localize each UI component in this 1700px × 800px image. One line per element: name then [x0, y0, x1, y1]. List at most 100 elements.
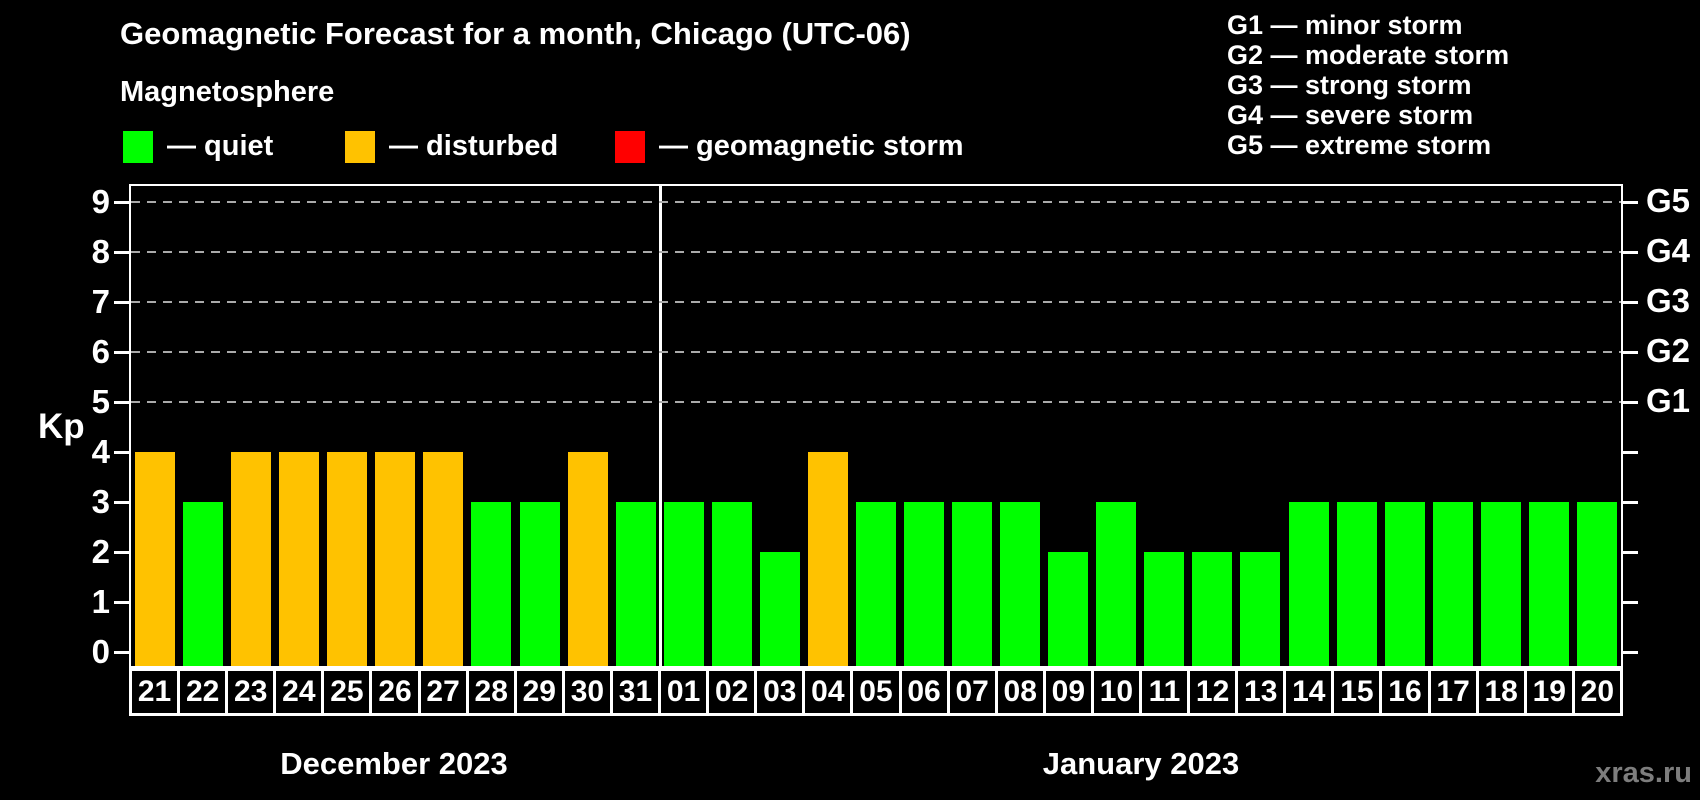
y-tick-label-0: 0	[91, 633, 110, 670]
y-tick-label-5: 5	[91, 383, 110, 420]
day-label-02: 02	[706, 668, 758, 716]
bar-slot	[275, 186, 323, 666]
left-tick-kp6	[114, 351, 129, 354]
y-tick-label-6: 6	[91, 333, 110, 370]
kp-bar-day-29	[519, 502, 560, 666]
bar-slot	[323, 186, 371, 666]
bar-slot	[900, 186, 948, 666]
left-tick-kp4	[114, 451, 129, 454]
gridline-kp8	[131, 251, 1621, 253]
left-tick-kp7	[114, 301, 129, 304]
bar-slot	[1477, 186, 1525, 666]
day-label-07: 07	[946, 668, 998, 716]
day-label-20: 20	[1571, 668, 1623, 716]
day-label-18: 18	[1475, 668, 1527, 716]
bar-slot	[1525, 186, 1573, 666]
bar-slot	[1333, 186, 1381, 666]
y-tick-label-9: 9	[91, 183, 110, 220]
left-tick-kp1	[114, 601, 129, 604]
bar-slot	[1140, 186, 1188, 666]
left-tick-kp3	[114, 501, 129, 504]
bar-slot	[419, 186, 467, 666]
legend-item-disturbed: — disturbed	[345, 130, 558, 163]
kp-bar-day-08	[1000, 502, 1041, 666]
gridline-kp6	[131, 351, 1621, 353]
bar-slot	[1092, 186, 1140, 666]
bar-slot	[131, 186, 179, 666]
bars-container	[131, 186, 1621, 666]
magnetosphere-label: Magnetosphere	[120, 76, 335, 108]
kp-bar-day-28	[471, 502, 512, 666]
legend-item-quiet: — quiet	[123, 130, 273, 163]
gridline-kp9	[131, 201, 1621, 203]
day-label-17: 17	[1427, 668, 1479, 716]
kp-bar-day-17	[1432, 502, 1473, 666]
right-tick-kp3	[1623, 501, 1638, 504]
left-tick-kp5	[114, 401, 129, 404]
month-separator-line	[659, 186, 662, 666]
right-tick-kp9	[1623, 201, 1638, 204]
kp-bar-day-01	[663, 502, 704, 666]
day-label-25: 25	[321, 668, 373, 716]
bar-slot	[948, 186, 996, 666]
kp-bar-day-02	[711, 502, 752, 666]
right-tick-kp5	[1623, 401, 1638, 404]
watermark-xras: xras.ru	[1595, 757, 1692, 789]
day-label-04: 04	[802, 668, 854, 716]
month-label-january: January 2023	[1042, 746, 1240, 781]
kp-bar-day-24	[279, 452, 320, 666]
kp-bar-day-21	[135, 452, 176, 666]
kp-bar-day-20	[1576, 502, 1617, 666]
day-label-29: 29	[513, 668, 565, 716]
day-label-12: 12	[1187, 668, 1239, 716]
bar-slot	[1044, 186, 1092, 666]
legend-swatch-storm	[615, 130, 645, 163]
legend-item-storm: — geomagnetic storm	[615, 130, 964, 163]
bar-slot	[227, 186, 275, 666]
day-label-31: 31	[609, 668, 662, 716]
gridline-kp7	[131, 301, 1621, 303]
day-label-03: 03	[754, 668, 806, 716]
day-label-15: 15	[1331, 668, 1383, 716]
bar-slot	[467, 186, 515, 666]
right-axis-label-g2: G2	[1646, 332, 1691, 369]
day-label-24: 24	[273, 668, 325, 716]
bar-slot	[660, 186, 708, 666]
right-axis-label-g1: G1	[1646, 382, 1691, 419]
day-label-10: 10	[1090, 668, 1142, 716]
legend-swatch-disturbed	[345, 130, 375, 163]
storm-scale-line-g1: G1 — minor storm	[1227, 10, 1463, 40]
bar-slot	[996, 186, 1044, 666]
y-tick-label-2: 2	[91, 533, 110, 570]
kp-bar-day-30	[567, 452, 608, 666]
kp-bar-day-11	[1144, 552, 1185, 666]
y-tick-label-3: 3	[91, 483, 110, 520]
storm-scale-line-g4: G4 — severe storm	[1227, 100, 1474, 130]
right-tick-kp4	[1623, 451, 1638, 454]
day-label-08: 08	[994, 668, 1046, 716]
kp-bar-day-10	[1096, 502, 1137, 666]
kp-bar-day-25	[327, 452, 368, 666]
kp-bar-day-15	[1336, 502, 1377, 666]
bar-slot	[1429, 186, 1477, 666]
legend-label-disturbed: — disturbed	[389, 130, 559, 162]
day-label-13: 13	[1235, 668, 1287, 716]
bar-slot	[804, 186, 852, 666]
chart-title: Geomagnetic Forecast for a month, Chicag…	[120, 16, 911, 51]
storm-scale-line-g3: G3 — strong storm	[1227, 70, 1472, 100]
left-tick-kp0	[114, 651, 129, 654]
storm-scale-line-g2: G2 — moderate storm	[1227, 40, 1510, 70]
right-tick-kp6	[1623, 351, 1638, 354]
kp-bar-day-16	[1384, 502, 1425, 666]
kp-bar-day-14	[1288, 502, 1329, 666]
gridline-kp5	[131, 401, 1621, 403]
bar-slot	[1236, 186, 1284, 666]
bar-slot	[612, 186, 660, 666]
day-label-05: 05	[850, 668, 902, 716]
kp-bar-day-22	[183, 502, 224, 666]
kp-bar-day-31	[615, 502, 656, 666]
bar-slot	[1381, 186, 1429, 666]
day-label-row: 21 22 23 24 25 26 27 28 29 30 31 01 02 03 04 05 06 07 08 09…	[129, 668, 1623, 716]
kp-bar-day-07	[952, 502, 993, 666]
day-label-27: 27	[417, 668, 469, 716]
